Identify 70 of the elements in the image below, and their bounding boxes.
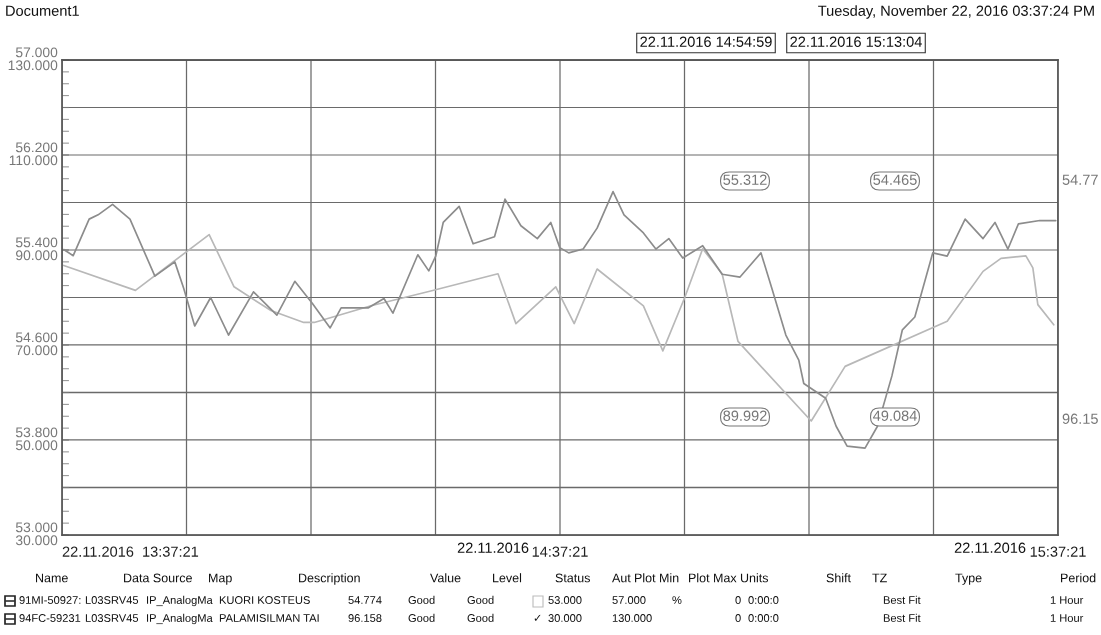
y-tick-label: 56.200 (15, 142, 58, 153)
text: Tuesday, November 22, 2016 03:37:24 PM (818, 5, 1094, 19)
text: L03SRV45 (85, 596, 139, 604)
text: 22.11.2016 14:54:59 (640, 36, 772, 47)
text: Level (493, 573, 522, 583)
text: 96.15 (1062, 413, 1098, 424)
text: 53.000 (548, 596, 582, 604)
text: ✓ (534, 614, 541, 621)
text: Aut (612, 573, 631, 583)
text: Shift (826, 573, 851, 583)
text: 30.000 (548, 614, 582, 622)
text: Good (467, 595, 494, 604)
text: Best Fit (883, 613, 921, 622)
y2-tick-label: 50.000 (15, 440, 58, 451)
text: 130.000 (612, 614, 652, 622)
text: Plot Max (689, 573, 737, 583)
text: KUORI KOSTEUS (219, 596, 310, 604)
text: TZ (872, 573, 887, 583)
x-tick-label: 15:37:21 (1030, 546, 1086, 557)
text: Value (430, 573, 461, 583)
text: 0 (735, 596, 741, 604)
text: 22.11.2016 (457, 542, 529, 553)
y2-tick-label: 110.000 (9, 155, 58, 166)
x-tick-label: 22.11.2016 13:37:21 (62, 546, 199, 557)
y-tick-label: 53.800 (15, 427, 58, 438)
y2-tick-label: 30.000 (15, 535, 58, 546)
text: IP_AnalogMa (147, 613, 213, 625)
text: % (672, 596, 682, 604)
text: Plot Min (635, 573, 679, 583)
x-tick-label: 14:37:21 (532, 546, 588, 557)
y-tick-label: 53.000 (15, 522, 58, 533)
text: 22.11.2016 15:13:04 (790, 36, 922, 47)
text: 54.77 (1062, 174, 1098, 185)
text: Units (740, 573, 769, 583)
text: Best Fit (883, 595, 921, 604)
annotation: 49.084 (873, 410, 917, 421)
annotation: 54.465 (873, 174, 917, 185)
text: Type (955, 573, 982, 585)
annotation: 89.992 (723, 410, 767, 421)
text: 0:00:0 (748, 596, 779, 604)
text: Status (555, 573, 590, 583)
text: 94FC-59231 (19, 614, 81, 622)
y-tick-label: 54.600 (15, 332, 58, 343)
text: Name (36, 573, 68, 583)
text: 22.11.2016 (954, 542, 1026, 553)
text: 91MI-50927: (19, 596, 81, 604)
text: Period (1061, 573, 1096, 583)
text: 1 Hour (1050, 596, 1084, 604)
annotation: 55.312 (723, 174, 767, 185)
text: Good (408, 595, 435, 604)
text: L03SRV45 (85, 614, 139, 622)
text: 96.158 (348, 614, 382, 622)
y2-tick-label: 90.000 (16, 250, 58, 261)
text: Good (408, 613, 435, 622)
y2-tick-label: 130.000 (8, 60, 58, 71)
y2-tick-label: 70.000 (16, 345, 58, 356)
y-tick-label: 57.000 (15, 47, 58, 58)
text: IP_AnalogMa (147, 595, 213, 607)
text: Description (299, 573, 360, 585)
text: Map (209, 573, 232, 585)
text: 57.000 (612, 596, 646, 604)
text: 0:00:0 (748, 614, 779, 622)
text: 1 Hour (1050, 614, 1084, 622)
text: 54.774 (348, 596, 382, 604)
text: Document1 (6, 5, 79, 16)
text: 0 (735, 614, 741, 622)
text: Data Source (124, 573, 192, 583)
text: PALAMISILMAN TAI (219, 614, 319, 622)
y-tick-label: 55.400 (15, 237, 58, 248)
text: Good (467, 613, 494, 622)
